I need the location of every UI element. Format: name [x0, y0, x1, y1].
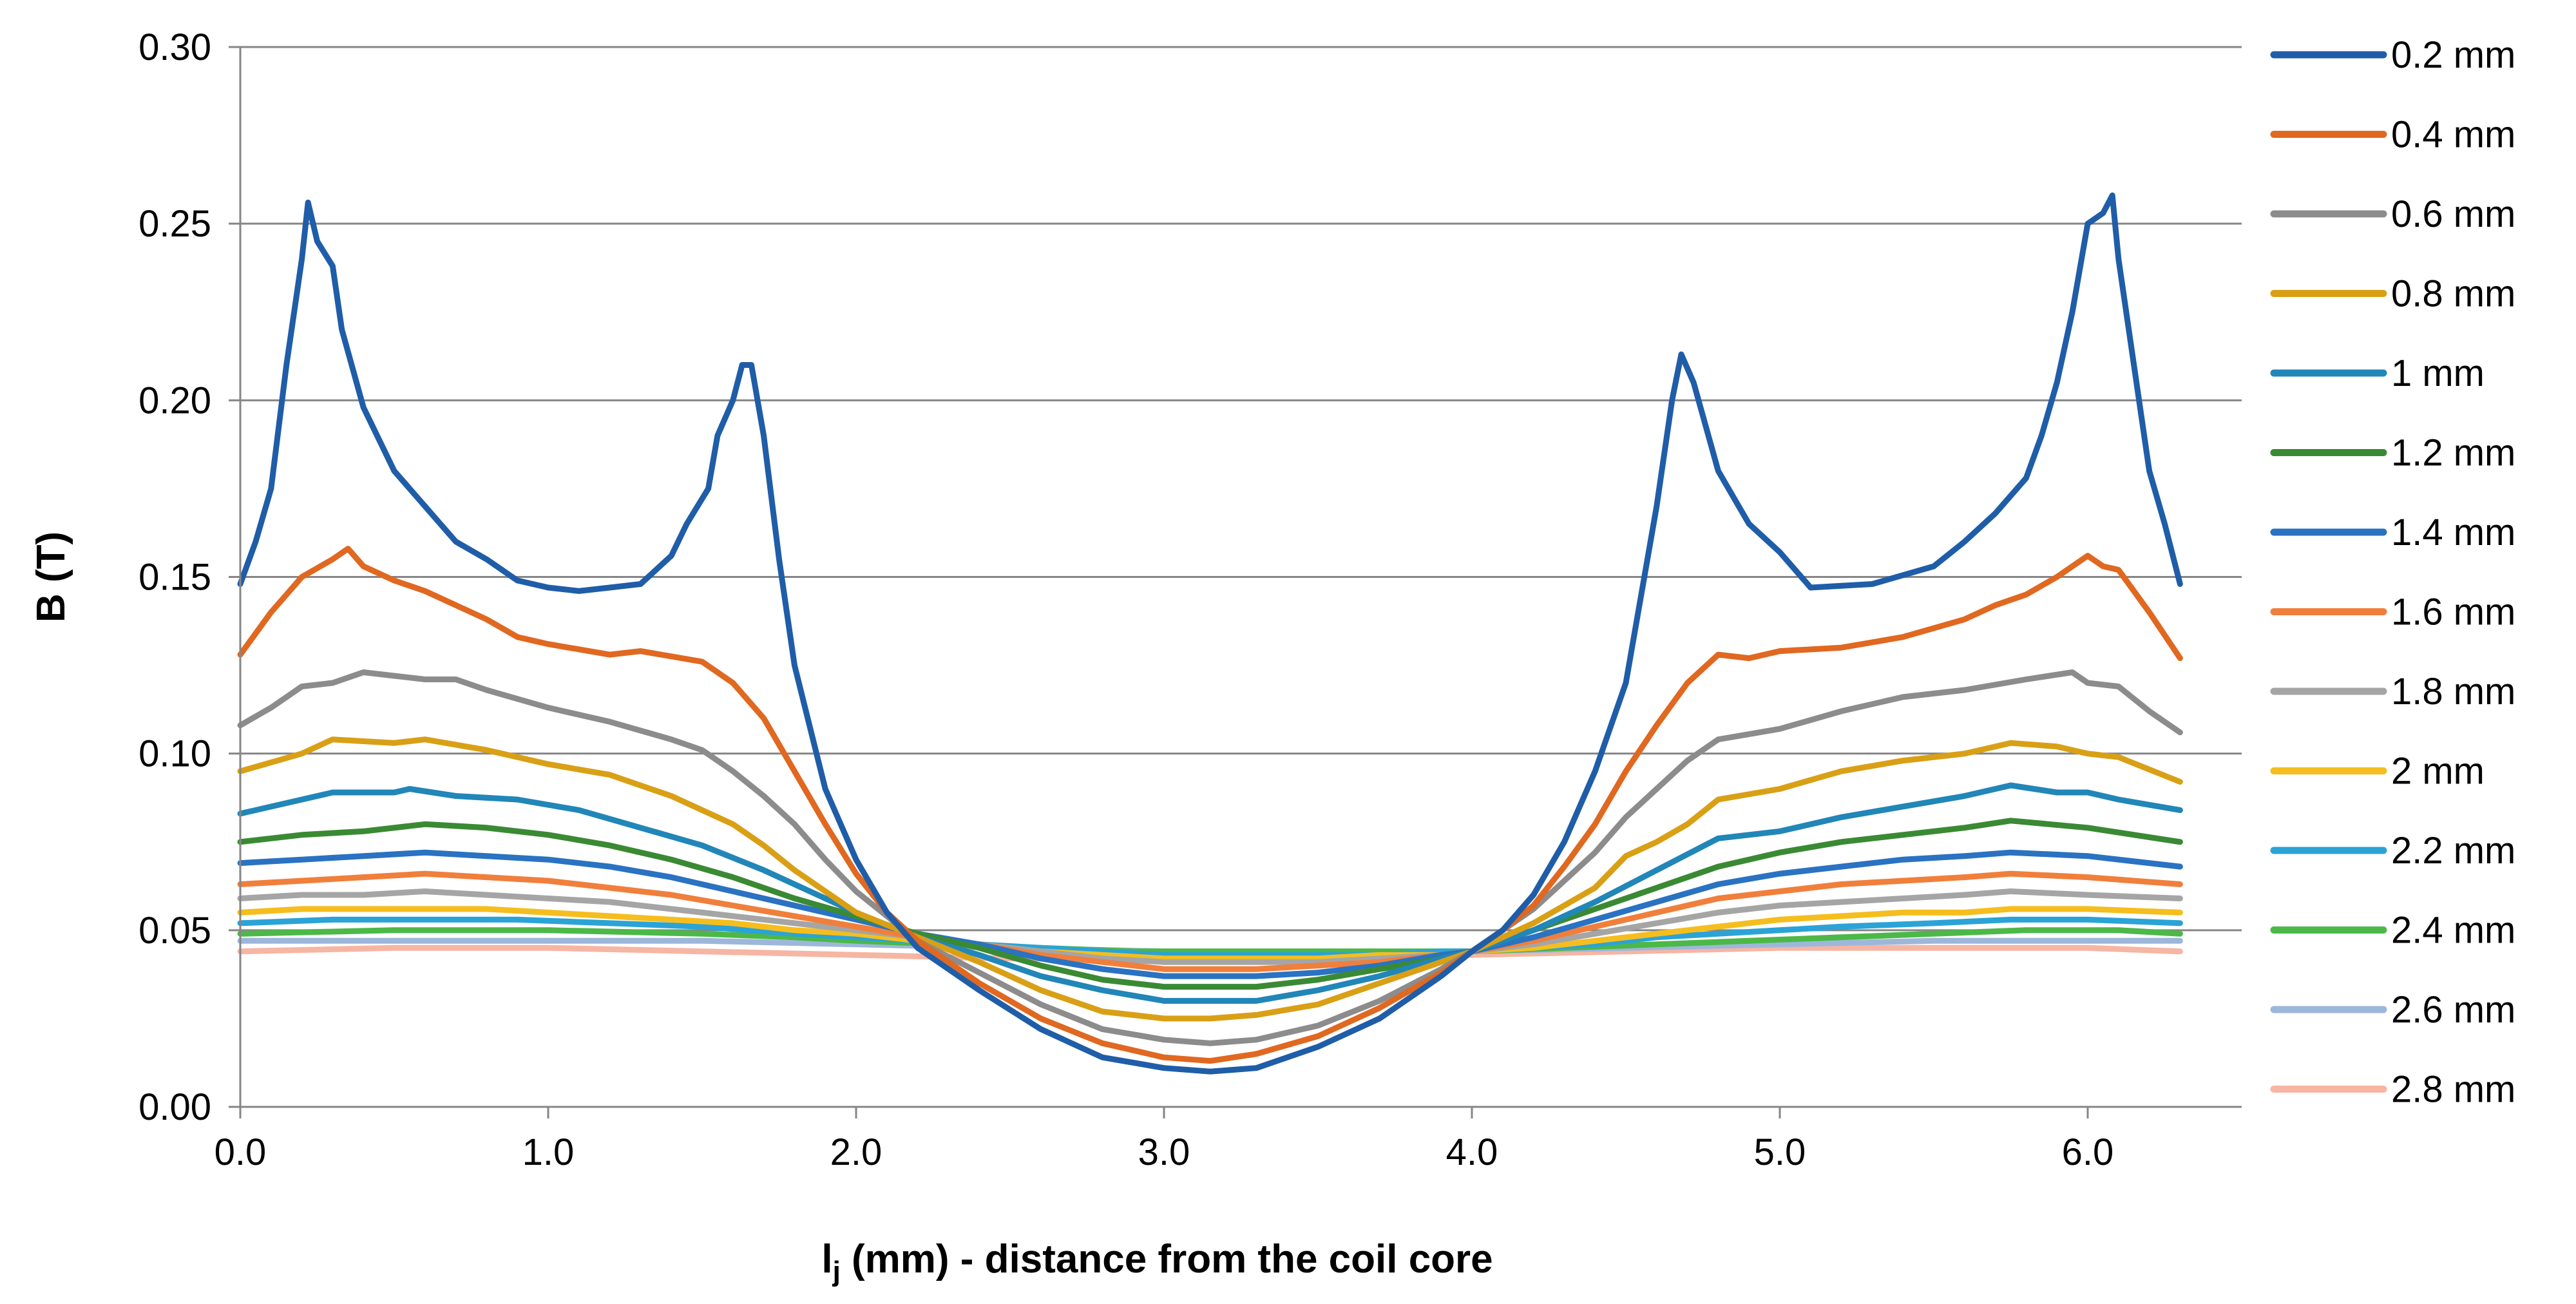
x-tick-label: 0.0 — [215, 1131, 267, 1173]
legend-label: 1.6 mm — [2391, 591, 2515, 633]
y-tick-label: 0.20 — [138, 379, 211, 421]
legend-label: 1.4 mm — [2391, 512, 2515, 553]
legend-label: 1.8 mm — [2391, 671, 2515, 713]
x-axis-title: lj (mm) - distance from the coil core — [821, 1237, 1493, 1287]
legend-label: 1.2 mm — [2391, 432, 2515, 474]
series-line-1-mm — [237, 782, 2183, 1004]
legend-label: 0.4 mm — [2391, 114, 2515, 156]
legend-label: 2 mm — [2391, 751, 2485, 792]
series-line-1_4-mm — [237, 849, 2183, 979]
series-line-1_6-mm — [237, 870, 2183, 972]
series-line-2-mm — [237, 906, 2183, 962]
series-line-2_4-mm — [237, 927, 2183, 955]
x-tick-label: 6.0 — [2062, 1131, 2114, 1173]
y-tick-label: 0.00 — [138, 1086, 211, 1128]
x-tick-label: 4.0 — [1446, 1131, 1498, 1173]
series-line-0_6-mm — [237, 669, 2183, 1046]
series-lines — [237, 192, 2183, 1075]
legend-label: 0.6 mm — [2391, 193, 2515, 235]
y-tick-label: 0.05 — [138, 910, 211, 952]
legend-label: 2.2 mm — [2391, 830, 2515, 872]
x-axis-title-subscript: j — [832, 1256, 841, 1287]
x-tick-label: 5.0 — [1754, 1131, 1806, 1173]
y-axis-ticks: 0.00 0.05 0.10 0.15 0.20 0.25 0.30 — [138, 26, 240, 1128]
legend: 0.2 mm 0.4 mm 0.6 mm 0.8 mm 1 mm 1.2 mm 1.4 mm… — [2270, 34, 2515, 1111]
y-tick-label: 0.30 — [138, 26, 211, 68]
legend-label: 2.4 mm — [2391, 910, 2515, 952]
legend-label: 1 mm — [2391, 352, 2485, 394]
x-axis-title-main: l — [821, 1237, 832, 1281]
series-line-0_8-mm — [237, 736, 2183, 1022]
y-axis-title: B (T) — [29, 532, 73, 622]
series-line-1_2-mm — [237, 818, 2183, 990]
y-tick-label: 0.15 — [138, 557, 211, 599]
legend-label: 0.2 mm — [2391, 34, 2515, 76]
x-tick-label: 1.0 — [522, 1131, 575, 1173]
legend-label: 0.8 mm — [2391, 273, 2515, 315]
series-line-0_2-mm — [237, 192, 2183, 1075]
series-line-2_2-mm — [237, 916, 2183, 958]
series-line-1_8-mm — [237, 888, 2183, 965]
x-tick-label: 3.0 — [1138, 1131, 1190, 1173]
x-axis-ticks: 0.0 1.0 2.0 3.0 4.0 5.0 6.0 — [215, 1107, 2114, 1173]
legend-label: 2.8 mm — [2391, 1069, 2515, 1111]
x-tick-label: 2.0 — [830, 1131, 883, 1173]
y-tick-label: 0.10 — [138, 733, 211, 775]
y-tick-label: 0.25 — [138, 203, 211, 245]
x-axis-title-rest: (mm) - distance from the coil core — [841, 1237, 1493, 1281]
series-line-0_4-mm — [237, 546, 2183, 1064]
legend-label: 2.6 mm — [2391, 989, 2515, 1031]
